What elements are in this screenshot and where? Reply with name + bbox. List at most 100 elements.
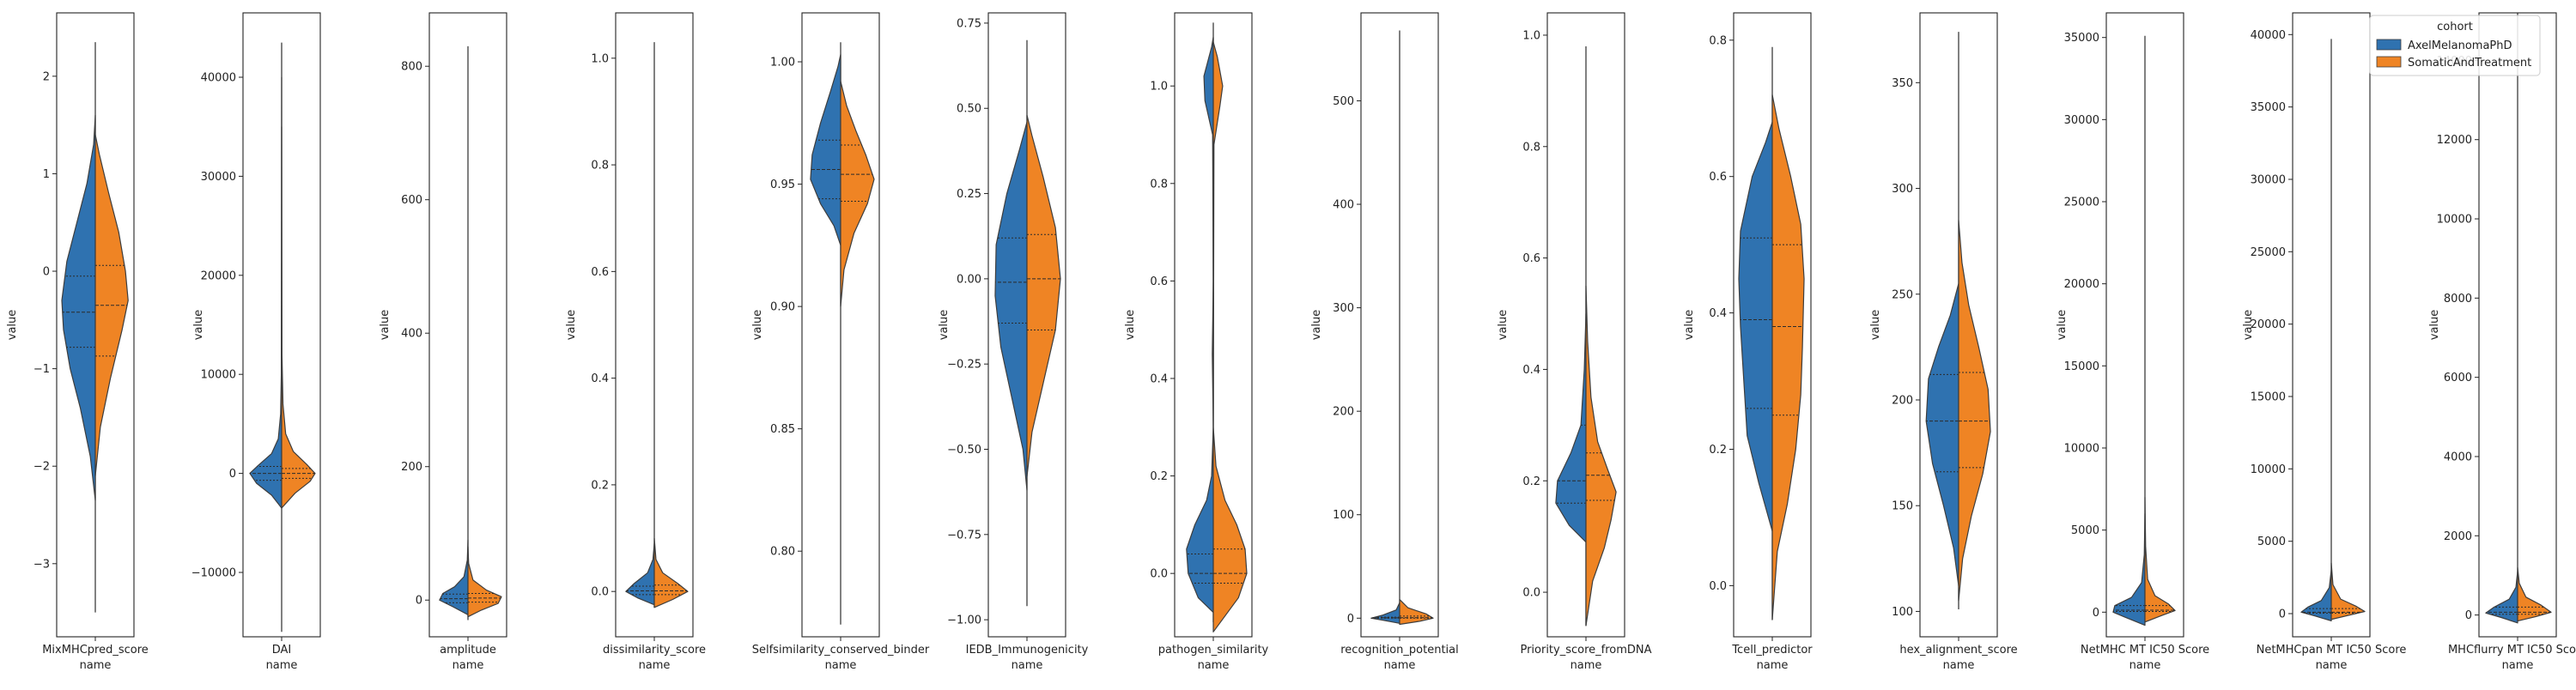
y-tick-label: 10000 (2437, 214, 2472, 227)
x-tick-label: dissimilarity_score (603, 644, 706, 657)
x-tick-label: amplitude (440, 644, 496, 657)
legend-label-AxelMelanomaPhD: AxelMelanomaPhD (2408, 39, 2512, 52)
left-violin-AxelMelanomaPhD (1925, 282, 1959, 587)
y-tick-label: 0 (43, 266, 50, 279)
y-tick-label: 5000 (2071, 524, 2099, 537)
legend-swatch-SomaticAndTreatment (2376, 56, 2402, 68)
y-axis-label: value (751, 310, 764, 341)
x-axis-label: name (2316, 659, 2348, 672)
right-violin-SomaticAndTreatment (1958, 219, 1991, 602)
y-tick-label: −0.75 (947, 529, 981, 542)
x-tick-label: Selfsimilarity_conserved_binder (752, 644, 930, 657)
y-tick-label: 150 (1892, 500, 1913, 513)
left-violin-AxelMelanomaPhD (994, 121, 1028, 491)
x-tick-label: MHCflurry MT IC50 Score (2448, 644, 2576, 657)
y-tick-label: 0.6 (1522, 252, 1540, 265)
x-axis-label: name (1571, 659, 1602, 672)
panel-9: 1.0 0.8 0.6 0.4 0.2 0.0 value Priority_score_fr… (1497, 12, 1652, 672)
right-violin-SomaticAndTreatment (1399, 599, 1434, 626)
x-axis-label: name (639, 659, 671, 672)
y-tick-label: 400 (401, 328, 422, 341)
x-axis-label: name (1198, 659, 1230, 672)
y-axis-label: value (192, 310, 205, 341)
y-tick-label: 0.2 (1522, 475, 1540, 488)
y-tick-label: 2000 (2444, 530, 2472, 543)
y-tick-label: 35000 (2064, 32, 2099, 45)
right-violin-SomaticAndTreatment (467, 546, 502, 618)
y-axis-label: value (1869, 310, 1882, 341)
y-tick-label: 10000 (2251, 463, 2286, 476)
y-axis-label: value (565, 310, 578, 341)
y-axis-label: value (379, 310, 392, 341)
x-tick-label: IEDB_Immunogenicity (966, 644, 1089, 657)
y-tick-label: 0.8 (1709, 34, 1727, 47)
right-violin-SomaticAndTreatment (281, 126, 316, 509)
y-tick-label: 400 (1333, 199, 1354, 212)
x-tick-label: NetMHCpan MT IC50 Score (2257, 644, 2407, 657)
y-tick-label: 10000 (201, 369, 236, 382)
y-tick-label: 1.00 (770, 57, 795, 70)
y-tick-label: 0.0 (591, 586, 609, 599)
panel-13: 40000 35000 30000 25000 20000 15000 10000 5000 0… (2242, 12, 2407, 672)
left-violin-AxelMelanomaPhD (249, 76, 283, 509)
y-tick-label: 20000 (2064, 278, 2099, 291)
y-tick-label: 0.2 (1150, 470, 1168, 483)
y-tick-label: 300 (1892, 183, 1913, 196)
y-axis-label: value (2242, 310, 2255, 341)
y-tick-label: 0.00 (957, 273, 981, 286)
left-violin-AxelMelanomaPhD (810, 53, 841, 246)
y-tick-label: 0.8 (1522, 141, 1540, 154)
y-axis-label: value (1124, 310, 1137, 341)
y-tick-label: 0.6 (591, 266, 609, 279)
x-axis-label: name (80, 659, 112, 672)
panel-2: 40000 30000 20000 10000 0 −10000 value DAI name (191, 12, 321, 672)
y-tick-label: 1.0 (591, 52, 609, 65)
x-tick-label: DAI (272, 644, 292, 657)
y-tick-label: 2 (43, 70, 50, 83)
y-tick-label: 1.0 (1522, 29, 1540, 42)
y-tick-label: 0.0 (1150, 568, 1168, 581)
y-axis-label: value (1310, 310, 1323, 341)
y-tick-label: −1 (33, 363, 50, 376)
x-axis-label: name (453, 659, 484, 672)
y-tick-label: 0 (229, 468, 236, 481)
y-tick-label: 0.8 (1150, 178, 1168, 191)
y-tick-label: 0.90 (770, 301, 795, 314)
legend-label-SomaticAndTreatment: SomaticAndTreatment (2408, 57, 2531, 70)
y-tick-label: 800 (401, 61, 422, 74)
x-tick-label: recognition_potential (1340, 644, 1459, 657)
y-tick-label: 0 (416, 595, 422, 608)
right-violin-SomaticAndTreatment (1212, 41, 1248, 632)
y-tick-label: 0.4 (1150, 372, 1168, 385)
y-tick-label: 0 (1347, 613, 1354, 626)
y-tick-label: 350 (1892, 77, 1913, 90)
y-tick-label: 100 (1892, 606, 1913, 619)
y-tick-label: 0 (2465, 609, 2472, 622)
right-violin-SomaticAndTreatment (1771, 94, 1805, 620)
y-tick-label: 300 (1333, 302, 1354, 315)
y-tick-label: 1 (43, 168, 50, 181)
left-violin-AxelMelanomaPhD (625, 542, 655, 606)
y-tick-label: 0.25 (957, 188, 981, 201)
x-tick-label: pathogen_similarity (1158, 644, 1269, 657)
y-tick-label: 0.0 (1709, 580, 1727, 593)
x-tick-label: NetMHC MT IC50 Score (2081, 644, 2209, 657)
x-tick-label: Priority_score_fromDNA (1520, 644, 1651, 657)
right-violin-SomaticAndTreatment (2144, 496, 2176, 623)
y-tick-label: 20000 (201, 269, 236, 282)
right-violin-SomaticAndTreatment (2330, 562, 2366, 620)
panel-7: 1.0 0.8 0.6 0.4 0.2 0.0 value pathogen_similari… (1124, 12, 1269, 672)
y-tick-label: 12000 (2437, 134, 2472, 147)
y-tick-label: 30000 (2251, 173, 2286, 186)
x-tick-label: hex_alignment_score (1899, 644, 2017, 657)
y-tick-label: 40000 (201, 72, 236, 85)
left-violin-AxelMelanomaPhD (1738, 121, 1773, 532)
panel-6: 0.75 0.50 0.25 0.00 −0.25 −0.50 −0.75 −1.00 valu… (938, 12, 1089, 672)
legend-box (2369, 15, 2541, 76)
y-tick-label: 0.8 (591, 160, 609, 172)
y-tick-label: 200 (1333, 406, 1354, 419)
left-violin-AxelMelanomaPhD (2485, 571, 2518, 624)
